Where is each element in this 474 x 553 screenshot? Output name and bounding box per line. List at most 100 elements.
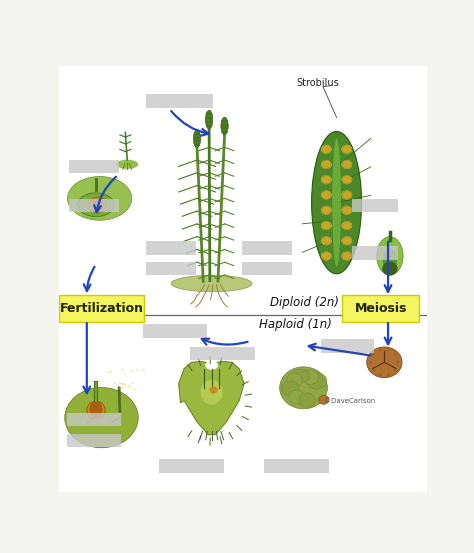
Ellipse shape (121, 383, 123, 385)
Ellipse shape (321, 160, 332, 169)
Ellipse shape (342, 237, 352, 245)
Polygon shape (179, 362, 244, 435)
Ellipse shape (67, 176, 132, 220)
FancyBboxPatch shape (59, 295, 144, 322)
Ellipse shape (321, 221, 331, 229)
Ellipse shape (130, 386, 132, 387)
Ellipse shape (108, 372, 110, 373)
Ellipse shape (287, 373, 302, 388)
Ellipse shape (342, 160, 352, 169)
Text: Diploid (2n): Diploid (2n) (271, 296, 339, 309)
Ellipse shape (115, 388, 117, 390)
Ellipse shape (321, 160, 331, 169)
Ellipse shape (321, 237, 331, 245)
FancyBboxPatch shape (342, 295, 419, 322)
FancyBboxPatch shape (146, 241, 196, 255)
Ellipse shape (342, 221, 352, 230)
Ellipse shape (342, 160, 352, 169)
FancyBboxPatch shape (67, 413, 121, 426)
Ellipse shape (113, 372, 115, 373)
Ellipse shape (135, 373, 136, 374)
Ellipse shape (321, 191, 331, 199)
Ellipse shape (205, 361, 218, 370)
Ellipse shape (370, 361, 373, 363)
Ellipse shape (113, 383, 115, 384)
Ellipse shape (319, 395, 329, 404)
FancyBboxPatch shape (264, 460, 328, 473)
Ellipse shape (201, 380, 223, 404)
Ellipse shape (121, 369, 124, 371)
Ellipse shape (321, 221, 332, 230)
Ellipse shape (321, 236, 332, 245)
Ellipse shape (396, 361, 399, 363)
FancyBboxPatch shape (69, 199, 119, 212)
Ellipse shape (119, 382, 121, 384)
Ellipse shape (280, 367, 328, 409)
Ellipse shape (342, 236, 352, 245)
Ellipse shape (134, 389, 136, 390)
Ellipse shape (387, 348, 390, 351)
Ellipse shape (342, 221, 352, 229)
Ellipse shape (372, 369, 375, 372)
Ellipse shape (124, 383, 126, 384)
Ellipse shape (342, 175, 352, 184)
Text: Fertilization: Fertilization (60, 302, 144, 315)
Ellipse shape (387, 374, 390, 377)
Ellipse shape (302, 370, 319, 384)
Text: ©DaveCarlson: ©DaveCarlson (324, 398, 375, 404)
Ellipse shape (377, 237, 403, 275)
Text: Meiosis: Meiosis (355, 302, 407, 315)
Ellipse shape (342, 206, 352, 215)
Ellipse shape (210, 387, 218, 394)
Ellipse shape (382, 262, 398, 275)
Ellipse shape (342, 252, 352, 260)
Ellipse shape (132, 383, 134, 384)
Circle shape (90, 401, 102, 417)
Ellipse shape (143, 368, 145, 371)
Ellipse shape (379, 348, 382, 351)
Text: Strobilus: Strobilus (296, 77, 339, 88)
FancyBboxPatch shape (146, 95, 213, 108)
FancyBboxPatch shape (143, 325, 207, 338)
Ellipse shape (110, 371, 112, 372)
Ellipse shape (342, 175, 352, 184)
FancyBboxPatch shape (159, 460, 224, 473)
Ellipse shape (89, 197, 107, 212)
Ellipse shape (342, 191, 352, 199)
Ellipse shape (116, 160, 138, 169)
Ellipse shape (307, 373, 327, 389)
Ellipse shape (291, 369, 310, 383)
Ellipse shape (321, 252, 332, 260)
Ellipse shape (221, 117, 228, 135)
Ellipse shape (109, 370, 111, 371)
Ellipse shape (321, 145, 332, 154)
Ellipse shape (393, 353, 397, 356)
Ellipse shape (321, 206, 331, 215)
Ellipse shape (321, 145, 331, 154)
Text: Haploid (1n): Haploid (1n) (259, 317, 332, 331)
FancyBboxPatch shape (242, 262, 292, 275)
Ellipse shape (321, 175, 331, 184)
Ellipse shape (65, 388, 138, 448)
Ellipse shape (321, 206, 332, 215)
Ellipse shape (311, 132, 362, 274)
Ellipse shape (122, 383, 124, 385)
Ellipse shape (321, 191, 332, 200)
FancyBboxPatch shape (242, 241, 292, 255)
Ellipse shape (342, 145, 352, 154)
Ellipse shape (145, 373, 146, 374)
Ellipse shape (321, 252, 331, 260)
Ellipse shape (125, 373, 126, 374)
FancyBboxPatch shape (352, 199, 398, 212)
Ellipse shape (130, 370, 131, 371)
FancyBboxPatch shape (146, 262, 196, 275)
FancyBboxPatch shape (321, 340, 374, 353)
Ellipse shape (332, 139, 341, 267)
Ellipse shape (139, 385, 140, 386)
Ellipse shape (115, 383, 117, 384)
Ellipse shape (78, 193, 114, 217)
FancyBboxPatch shape (69, 160, 119, 173)
Ellipse shape (130, 386, 131, 387)
Ellipse shape (379, 374, 382, 377)
Ellipse shape (372, 353, 375, 356)
